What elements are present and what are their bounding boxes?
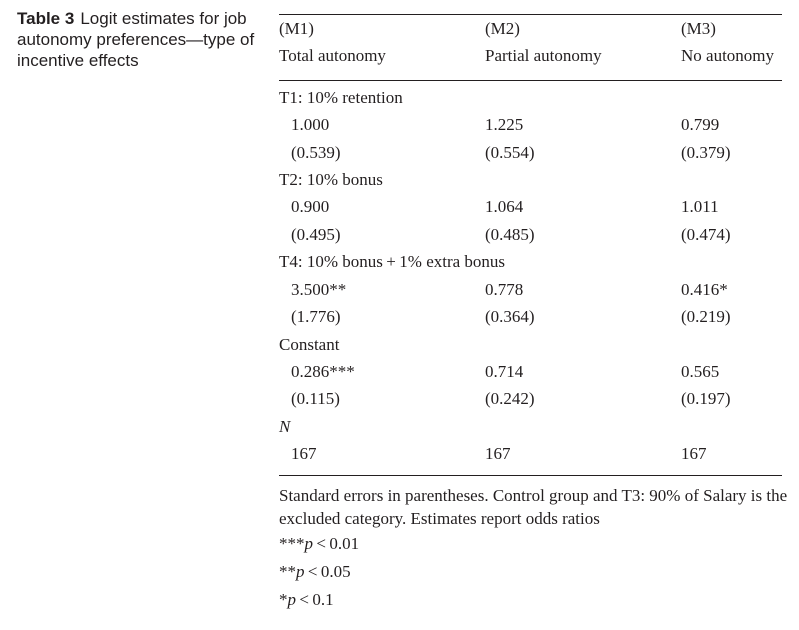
coef-t2-m1: 0.900 [291, 197, 330, 216]
se-t2-m2: (0.485) [485, 225, 535, 244]
n-m2: 167 [485, 444, 511, 463]
coef-t4-m1: 3.500** [291, 280, 347, 299]
coef-t4-m2: 0.778 [485, 280, 524, 299]
sig-p: p [287, 590, 297, 609]
row-label-t1: T1: 10% retention [279, 88, 403, 107]
header-outcome-3: No autonomy [681, 46, 775, 65]
se-constant-m2: (0.242) [485, 389, 535, 408]
header-model-3: (M3) [681, 19, 716, 38]
se-t1-m3: (0.379) [681, 143, 731, 162]
coef-constant-m2: 0.714 [485, 362, 524, 381]
sig-stars: *** [279, 534, 305, 553]
header-outcome-1: Total autonomy [279, 46, 386, 65]
table-note: Standard errors in parentheses. Control … [279, 486, 788, 528]
se-t4-m3: (0.219) [681, 307, 731, 326]
header-rule [279, 80, 782, 81]
coef-t1-m2: 1.225 [485, 115, 524, 134]
coef-t1-m3: 0.799 [681, 115, 720, 134]
coef-t1-m1: 1.000 [291, 115, 330, 134]
sig-p: p [296, 562, 305, 581]
coef-t4-m3: 0.416* [681, 280, 728, 299]
caption-text: Logit estimates for job autonomy prefere… [17, 9, 255, 70]
se-t2-m3: (0.474) [681, 225, 731, 244]
se-constant-m1: (0.115) [291, 389, 340, 408]
sig-note-1: ***p < 0.01 [279, 534, 359, 554]
header-outcome-2: Partial autonomy [485, 46, 602, 65]
se-t4-m1: (1.776) [291, 307, 341, 326]
row-label-constant: Constant [279, 335, 340, 354]
row-label-t2: T2: 10% bonus [279, 170, 383, 189]
sig-threshold: < 0.1 [296, 590, 334, 609]
table-caption: Table 3 Logit estimates for job autonomy … [17, 8, 262, 71]
row-label-t4: T4: 10% bonus + 1% extra bonus [279, 252, 506, 271]
sig-stars: ** [279, 562, 296, 581]
bottom-rule [279, 475, 782, 476]
header-model-1: (M1) [279, 19, 314, 38]
sig-note-2: **p < 0.05 [279, 562, 351, 582]
coef-t2-m3: 1.011 [681, 197, 719, 216]
n-m1: 167 [291, 444, 317, 463]
se-t2-m1: (0.495) [291, 225, 341, 244]
coef-constant-m3: 0.565 [681, 362, 720, 381]
se-t4-m2: (0.364) [485, 307, 535, 326]
coef-constant-m1: 0.286*** [291, 362, 355, 381]
top-rule [279, 14, 782, 15]
se-t1-m2: (0.554) [485, 143, 535, 162]
n-m3: 167 [681, 444, 707, 463]
sig-p: p [304, 534, 314, 553]
sig-threshold: < 0.05 [304, 562, 351, 581]
row-label-n: N [279, 417, 291, 436]
table-label: Table 3 [17, 9, 75, 28]
sig-threshold: < 0.01 [313, 534, 360, 553]
header-model-2: (M2) [485, 19, 520, 38]
coef-t2-m2: 1.064 [485, 197, 524, 216]
se-t1-m1: (0.539) [291, 143, 341, 162]
se-constant-m3: (0.197) [681, 389, 731, 408]
sig-note-3: *p < 0.1 [279, 590, 334, 610]
sig-stars: * [279, 590, 288, 609]
